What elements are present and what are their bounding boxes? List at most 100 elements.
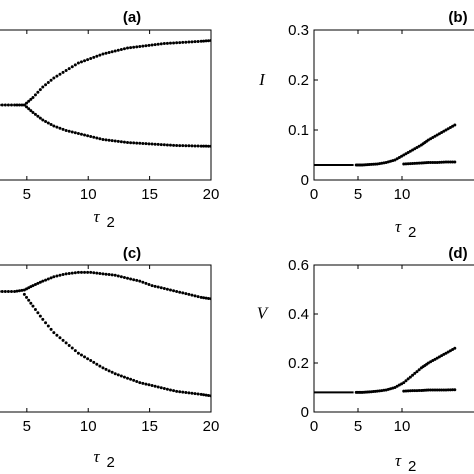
- data-point: [178, 290, 182, 294]
- data-point: [67, 67, 71, 71]
- data-point: [178, 41, 182, 45]
- data-point: [92, 360, 96, 364]
- data-point: [411, 162, 415, 165]
- data-point: [101, 138, 105, 141]
- data-point: [202, 144, 206, 148]
- data-point: [153, 43, 157, 47]
- data-point: [138, 141, 142, 145]
- data-point: [415, 370, 419, 374]
- data-point: [98, 364, 102, 368]
- data-point: [79, 270, 83, 274]
- data-point: [76, 351, 80, 355]
- series-1: [402, 160, 457, 166]
- y-tick-label: 0: [301, 404, 309, 421]
- x-axis-label-subscript: 2: [107, 454, 115, 471]
- data-point: [435, 356, 439, 360]
- data-point: [46, 121, 50, 125]
- data-point: [446, 160, 450, 164]
- data-point: [129, 46, 133, 50]
- data-point: [52, 275, 56, 279]
- data-point: [431, 388, 435, 392]
- data-point: [15, 289, 19, 293]
- data-point: [415, 146, 419, 149]
- data-point: [144, 142, 148, 146]
- data-point: [17, 289, 21, 293]
- data-point: [31, 96, 35, 99]
- data-point: [153, 284, 157, 288]
- data-point: [175, 289, 179, 293]
- x-axis-label: τ: [395, 217, 402, 236]
- x-axis-label-subscript: 2: [107, 214, 115, 231]
- data-point: [446, 350, 450, 354]
- data-point: [104, 51, 108, 55]
- data-point: [150, 142, 154, 146]
- data-point: [110, 139, 114, 143]
- data-point: [147, 383, 151, 387]
- data-point: [156, 142, 160, 146]
- data-point: [73, 63, 77, 67]
- data-point: [95, 271, 99, 275]
- data-point: [55, 125, 59, 129]
- data-point: [393, 386, 397, 389]
- data-point: [209, 297, 211, 301]
- data-point: [172, 41, 176, 45]
- data-point: [448, 349, 452, 353]
- data-point: [58, 126, 62, 130]
- data-point: [187, 292, 191, 296]
- data-point: [129, 141, 133, 145]
- data-point: [144, 44, 148, 48]
- data-point: [38, 116, 42, 120]
- data-point: [116, 274, 120, 278]
- data-point: [404, 389, 408, 393]
- data-point: [193, 144, 197, 148]
- data-point: [159, 286, 163, 290]
- data-point: [178, 390, 182, 394]
- data-point: [204, 39, 208, 43]
- series-0: [0, 270, 211, 301]
- data-point: [98, 137, 102, 141]
- data-point: [113, 139, 117, 143]
- data-point: [150, 43, 154, 47]
- data-point: [129, 377, 133, 381]
- data-point: [433, 134, 437, 138]
- data-point: [393, 158, 397, 162]
- data-point: [448, 126, 452, 129]
- data-point: [402, 153, 406, 157]
- data-point: [453, 160, 457, 164]
- data-point: [144, 382, 148, 386]
- data-point: [89, 57, 93, 60]
- series-1: [22, 103, 211, 148]
- plot-frame: [0, 264, 212, 413]
- plot-area: [0, 39, 211, 148]
- data-point: [138, 45, 142, 48]
- data-point: [31, 111, 35, 114]
- data-point: [9, 289, 13, 293]
- x-tick-label: 15: [141, 418, 158, 435]
- data-point: [44, 83, 48, 87]
- panel-title: (c): [123, 245, 141, 262]
- data-point: [79, 60, 83, 64]
- data-point: [64, 272, 68, 276]
- data-point: [27, 99, 31, 103]
- data-point: [156, 285, 160, 289]
- panel-title: (a): [123, 9, 141, 26]
- data-point: [440, 131, 444, 134]
- data-point: [437, 388, 441, 392]
- data-point: [49, 327, 53, 331]
- data-point: [113, 49, 117, 53]
- data-point: [165, 287, 169, 291]
- series-1: [402, 388, 457, 393]
- data-point: [402, 381, 406, 385]
- data-point: [199, 295, 203, 299]
- data-point: [119, 275, 123, 279]
- data-point: [404, 379, 408, 383]
- data-point: [175, 389, 179, 393]
- data-point: [76, 132, 80, 135]
- data-point: [15, 103, 19, 107]
- data-point: [400, 154, 404, 158]
- data-point: [49, 78, 53, 82]
- data-point: [76, 61, 80, 65]
- data-point: [31, 304, 35, 308]
- x-tick-label: 10: [80, 418, 97, 435]
- panel-d: 0 5 10 0 0.2 0.4 0.6 (d) Vτ 2: [257, 245, 474, 474]
